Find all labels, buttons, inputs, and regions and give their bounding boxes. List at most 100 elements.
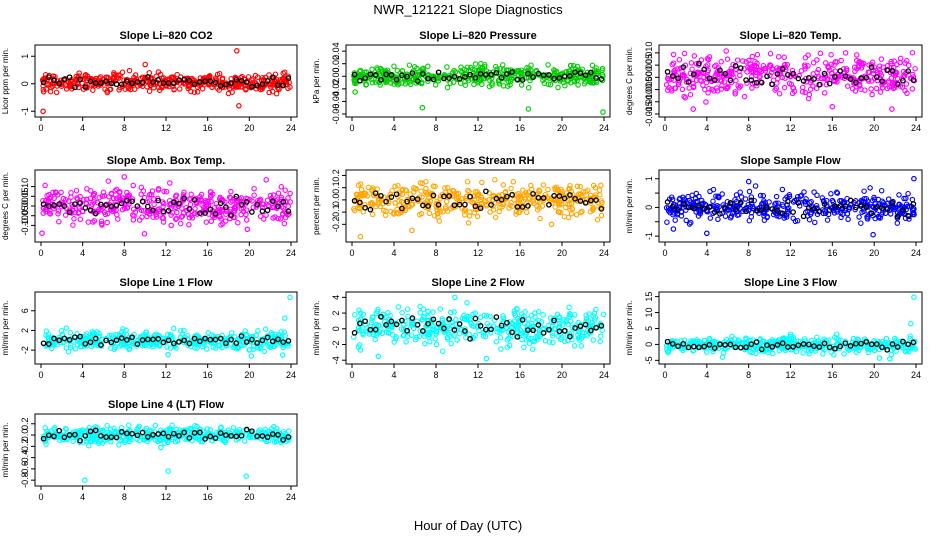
average-point bbox=[435, 69, 442, 76]
data-point bbox=[697, 77, 703, 83]
data-point bbox=[364, 193, 370, 199]
average-point bbox=[139, 79, 146, 86]
average-point bbox=[900, 77, 906, 84]
data-point bbox=[423, 185, 429, 192]
series-points bbox=[350, 294, 607, 362]
data-point bbox=[905, 190, 911, 197]
data-point bbox=[865, 349, 871, 356]
data-point bbox=[470, 311, 476, 318]
data-point bbox=[852, 198, 859, 204]
average-point bbox=[879, 205, 885, 212]
data-point bbox=[208, 218, 215, 225]
x-tick-label: 20 bbox=[869, 370, 879, 380]
average-point bbox=[139, 337, 146, 343]
average-point bbox=[868, 64, 875, 71]
average-point bbox=[477, 323, 484, 329]
data-point bbox=[600, 311, 607, 318]
x-tick-label: 4 bbox=[80, 123, 85, 133]
data-point bbox=[110, 195, 117, 202]
data-point bbox=[369, 211, 376, 218]
data-point bbox=[821, 90, 828, 96]
average-point bbox=[150, 336, 156, 343]
x-tick-label: 8 bbox=[122, 123, 127, 133]
data-point bbox=[172, 204, 179, 211]
data-point bbox=[140, 208, 147, 214]
data-point bbox=[382, 212, 389, 219]
average-point bbox=[207, 336, 214, 343]
panel-title: Slope Gas Stream RH bbox=[421, 155, 534, 167]
data-point bbox=[756, 74, 763, 80]
average-point bbox=[66, 74, 73, 81]
x-tick-label: 24 bbox=[599, 370, 609, 380]
data-point bbox=[79, 80, 86, 87]
data-point bbox=[282, 187, 288, 193]
average-point bbox=[45, 74, 52, 80]
average-point bbox=[202, 210, 208, 216]
average-point bbox=[504, 71, 510, 77]
data-point bbox=[669, 61, 676, 68]
data-point bbox=[223, 343, 230, 349]
average-point bbox=[790, 209, 796, 215]
data-point bbox=[507, 202, 513, 208]
data-point bbox=[593, 65, 599, 71]
data-point bbox=[790, 340, 796, 347]
data-point bbox=[494, 329, 500, 335]
data-point bbox=[547, 315, 554, 321]
average-point bbox=[785, 344, 791, 350]
average-point bbox=[514, 204, 521, 210]
data-point bbox=[285, 212, 291, 218]
data-point bbox=[374, 65, 380, 71]
data-point bbox=[287, 199, 294, 205]
data-point bbox=[496, 208, 502, 215]
x-tick-label: 8 bbox=[746, 248, 751, 258]
outlier-point bbox=[243, 473, 250, 480]
average-point bbox=[409, 315, 416, 321]
data-point bbox=[828, 51, 834, 58]
data-point bbox=[235, 219, 241, 226]
data-point bbox=[550, 339, 556, 346]
data-point bbox=[462, 82, 469, 88]
data-point bbox=[360, 311, 367, 317]
average-point bbox=[540, 195, 547, 201]
average-point bbox=[430, 192, 437, 199]
data-point bbox=[776, 65, 783, 72]
data-point bbox=[405, 203, 412, 210]
data-point bbox=[71, 216, 77, 222]
data-point bbox=[83, 331, 90, 337]
data-point bbox=[99, 193, 106, 199]
data-point bbox=[178, 214, 185, 220]
data-point bbox=[782, 75, 788, 81]
average-point bbox=[129, 198, 135, 205]
average-point bbox=[488, 71, 494, 78]
outlier-point bbox=[483, 355, 490, 362]
data-point bbox=[116, 72, 122, 78]
average-point bbox=[45, 203, 52, 209]
data-point bbox=[706, 85, 712, 92]
average-point bbox=[228, 336, 234, 343]
data-point bbox=[465, 187, 471, 194]
average-point bbox=[567, 73, 573, 79]
average-point bbox=[462, 74, 468, 80]
data-point bbox=[767, 62, 773, 68]
data-point bbox=[680, 198, 687, 204]
data-point bbox=[500, 201, 507, 208]
data-point bbox=[443, 198, 450, 205]
average-point bbox=[598, 76, 605, 82]
average-point bbox=[546, 326, 552, 333]
data-point bbox=[280, 344, 286, 351]
average-point bbox=[816, 208, 823, 215]
data-point bbox=[596, 187, 603, 193]
average-point bbox=[280, 199, 287, 205]
data-point bbox=[682, 95, 689, 101]
average-point bbox=[367, 71, 374, 78]
data-point bbox=[799, 89, 806, 95]
outlier-point bbox=[236, 103, 242, 109]
data-point bbox=[82, 72, 89, 78]
data-point bbox=[683, 217, 689, 224]
data-point bbox=[481, 312, 488, 319]
average-point bbox=[727, 200, 734, 206]
outlier-point bbox=[234, 47, 240, 54]
average-point bbox=[92, 335, 99, 342]
data-point bbox=[578, 343, 585, 349]
